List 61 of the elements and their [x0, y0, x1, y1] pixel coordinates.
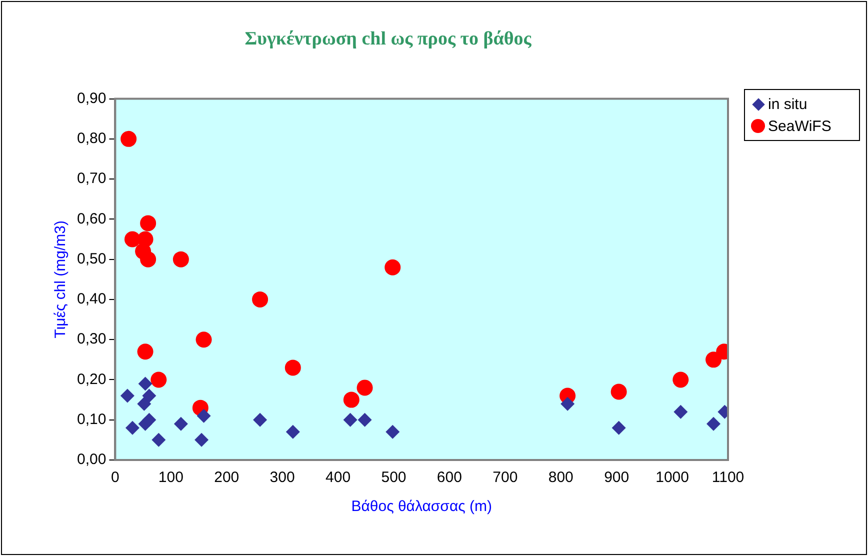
- x-tick-label: 1000: [656, 469, 689, 486]
- y-tick-label: 0,10: [76, 411, 106, 428]
- x-tick-label: 100: [158, 469, 184, 486]
- y-tick-label: 0,70: [76, 170, 106, 188]
- x-tick-label: 300: [270, 469, 295, 486]
- point: [120, 388, 134, 403]
- point: [706, 416, 721, 431]
- point: [196, 408, 211, 423]
- x-axis-title: Βάθος θάλασσας (m): [351, 498, 492, 516]
- point: [142, 388, 156, 403]
- x-tick-label: 800: [548, 469, 574, 486]
- y-tick-label: 0,90: [76, 90, 106, 107]
- point: [284, 360, 301, 376]
- x-tick-label: 500: [381, 469, 406, 486]
- point: [343, 392, 360, 408]
- point: [150, 372, 167, 388]
- point: [172, 251, 189, 268]
- point: [142, 412, 156, 427]
- point: [125, 420, 140, 435]
- point: [196, 332, 212, 348]
- y-axis-title: Τιμές chl (mg/m3): [52, 220, 70, 338]
- point: [612, 420, 626, 435]
- x-tick-label: 1100: [712, 469, 744, 486]
- y-tick-label: 0,40: [76, 290, 106, 308]
- y-tick-label: 0,20: [76, 370, 106, 388]
- y-tick-label: 0,30: [76, 330, 106, 348]
- point: [672, 372, 689, 388]
- x-tick-label: 200: [214, 469, 240, 486]
- point: [386, 424, 400, 439]
- x-tick-label: 0: [111, 469, 120, 486]
- y-tick-label: 0,80: [76, 130, 106, 148]
- point: [253, 412, 268, 427]
- point: [286, 424, 300, 439]
- point: [252, 291, 268, 308]
- point: [610, 384, 627, 400]
- y-tick-label: 0,00: [76, 451, 106, 468]
- point: [343, 412, 358, 427]
- point: [560, 396, 575, 411]
- legend-label: SeaWiFS: [768, 118, 832, 134]
- point: [174, 416, 188, 431]
- point: [356, 380, 373, 396]
- point: [674, 404, 688, 419]
- point: [706, 352, 722, 368]
- point: [358, 412, 372, 427]
- point: [137, 396, 152, 411]
- point: [120, 130, 137, 147]
- x-tick-label: 400: [326, 469, 351, 486]
- chart-title: Συγκέντρωση chl ως προς το βάθος: [244, 28, 532, 50]
- point: [140, 251, 156, 268]
- x-tick-label: 600: [436, 469, 462, 486]
- point: [152, 432, 166, 447]
- y-tick-label: 0,60: [76, 210, 106, 228]
- x-tick-label: 900: [604, 469, 630, 486]
- point: [140, 215, 156, 232]
- y-tick-label: 0,50: [76, 250, 106, 268]
- x-tick-label: 700: [492, 469, 518, 486]
- point: [194, 432, 209, 447]
- point: [137, 344, 154, 360]
- point: [138, 376, 152, 391]
- legend-label: in situ: [768, 96, 808, 112]
- point: [384, 259, 401, 276]
